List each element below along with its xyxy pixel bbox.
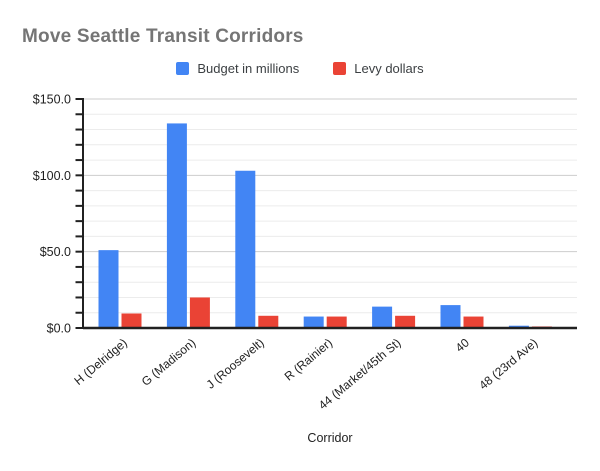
legend: Budget in millions Levy dollars bbox=[0, 61, 600, 76]
x-axis-label: R (Rainier) bbox=[282, 336, 335, 384]
chart-title: Move Seattle Transit Corridors bbox=[22, 26, 304, 47]
bar[interactable] bbox=[121, 313, 142, 328]
bar[interactable] bbox=[303, 316, 324, 328]
bar[interactable] bbox=[463, 316, 484, 328]
y-axis-label: $100.0 bbox=[33, 169, 71, 183]
bar[interactable] bbox=[395, 315, 416, 328]
bar[interactable] bbox=[235, 170, 256, 328]
budget-series-swatch-icon bbox=[176, 62, 190, 75]
y-axis-label: $50.0 bbox=[40, 245, 71, 259]
x-axis-label: H (Delridge) bbox=[71, 336, 130, 388]
bar[interactable] bbox=[440, 305, 461, 328]
y-axis-label: $0.0 bbox=[47, 322, 71, 336]
legend-item-budget[interactable]: Budget in millions bbox=[176, 61, 299, 76]
legend-item-levy[interactable]: Levy dollars bbox=[333, 61, 424, 76]
bar[interactable] bbox=[189, 297, 210, 328]
bar[interactable] bbox=[258, 315, 279, 328]
bar[interactable] bbox=[166, 123, 187, 328]
bar[interactable] bbox=[372, 306, 393, 328]
levy-series-swatch-icon bbox=[333, 62, 347, 75]
y-axis-label: $150.0 bbox=[33, 93, 71, 107]
legend-label-levy: Levy dollars bbox=[354, 61, 424, 76]
x-axis-label: J (Roosevelt) bbox=[204, 336, 267, 392]
bar[interactable] bbox=[326, 316, 347, 328]
x-axis-title: Corridor bbox=[307, 431, 352, 445]
x-axis-label: 40 bbox=[453, 335, 472, 355]
bar[interactable] bbox=[98, 250, 119, 328]
x-axis-label: G (Madison) bbox=[139, 336, 199, 389]
x-axis-label: 48 (23rd Ave) bbox=[476, 336, 540, 393]
legend-label-budget: Budget in millions bbox=[197, 61, 300, 76]
